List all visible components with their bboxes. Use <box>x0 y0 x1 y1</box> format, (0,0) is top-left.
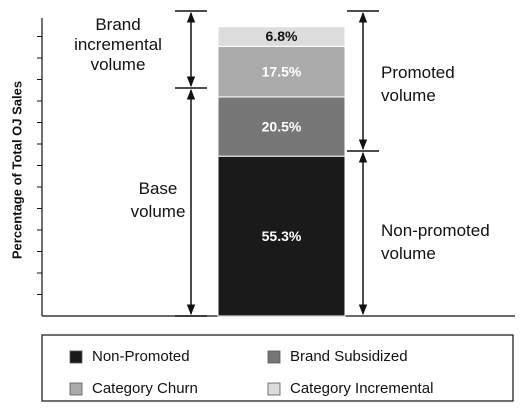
legend-swatch <box>69 382 83 396</box>
annotation: Base volume <box>131 179 186 221</box>
annotation: Brand incremental volume <box>74 15 162 74</box>
value-label: 20.5% <box>262 118 302 134</box>
annotation: Non-promoted volume <box>381 221 490 263</box>
bar-segment <box>217 45 346 98</box>
value-label: 17.5% <box>262 63 302 79</box>
bar-segment <box>217 155 346 317</box>
bar-segment <box>217 96 346 157</box>
value-label: 55.3% <box>262 228 302 244</box>
axis-ticks <box>37 36 42 295</box>
y-axis-label: Percentage of Total OJ Sales <box>9 81 24 259</box>
legend-swatch <box>69 350 83 364</box>
annotation: Promoted volume <box>381 63 455 105</box>
bar-segment <box>217 26 346 47</box>
legend-label: Brand Subsidized <box>290 348 408 365</box>
legend-swatch <box>267 382 281 396</box>
bars: 55.3% 20.5% 17.5% 6.8% <box>217 26 346 317</box>
legend-label: Category Churn <box>92 380 198 397</box>
arrows <box>175 10 379 317</box>
value-label: 6.8% <box>266 28 298 44</box>
legend: Non-Promoted Brand Subsidized Category Chu… <box>69 348 433 397</box>
legend-label: Category Incremental <box>290 380 433 397</box>
legend-label: Non-Promoted <box>92 348 190 365</box>
legend-swatch <box>267 350 281 364</box>
